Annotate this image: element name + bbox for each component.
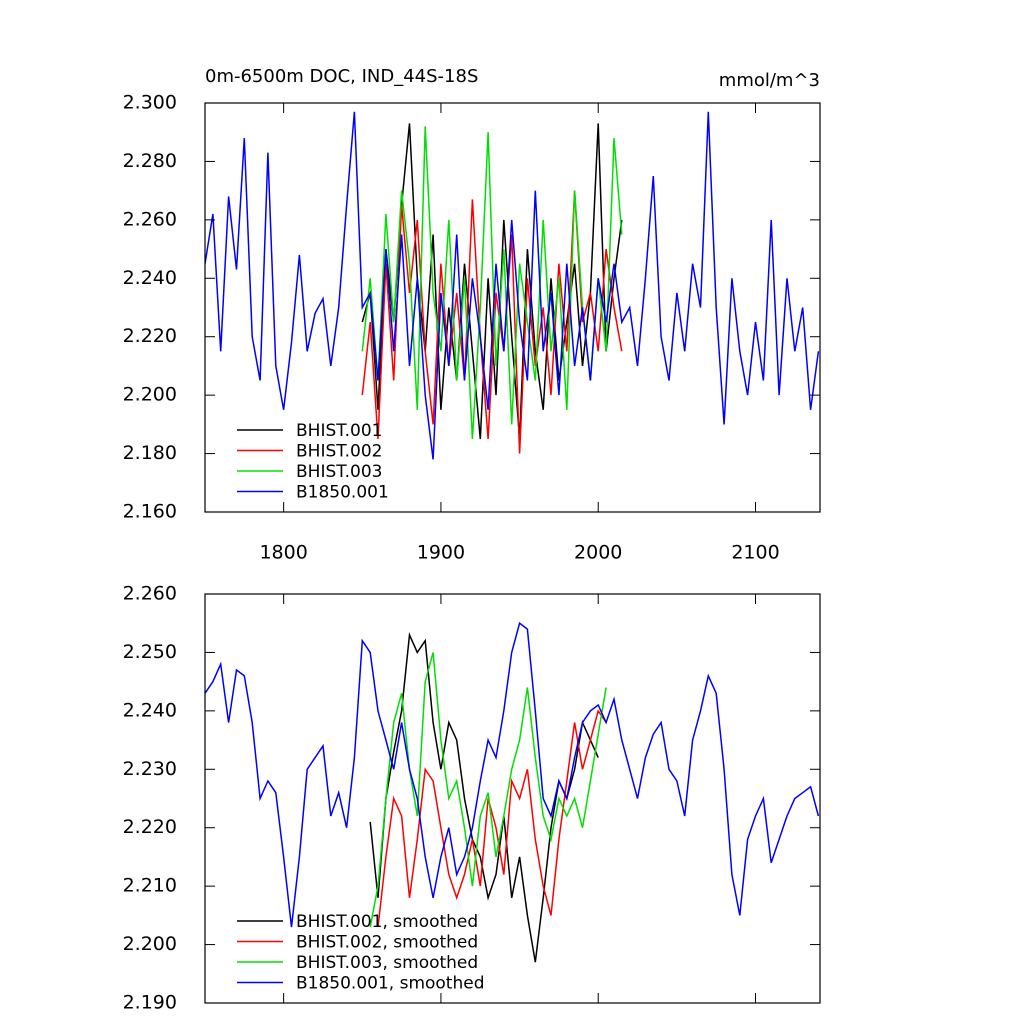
y-tick-label: 2.250 — [123, 641, 177, 663]
series-line — [369, 652, 607, 928]
plot-frame — [204, 593, 821, 1004]
units-label: mmol/m^3 — [719, 70, 820, 91]
legend-label: BHIST.002, smoothed — [296, 933, 478, 953]
series-line — [361, 123, 623, 440]
plot-frame — [204, 102, 821, 513]
x-tick-label: 2100 — [731, 542, 779, 564]
series-line — [205, 621, 820, 928]
series-line — [361, 126, 623, 440]
series-line — [377, 709, 607, 928]
y-tick-label: 2.200 — [123, 933, 177, 955]
legend-label: B1850.001, smoothed — [296, 974, 485, 994]
y-tick-label: 2.230 — [123, 758, 177, 780]
y-tick-label: 2.280 — [123, 150, 177, 172]
legend-label: BHIST.003 — [296, 462, 382, 482]
legend-label: BHIST.002 — [296, 442, 382, 462]
y-tick-label: 2.200 — [123, 384, 177, 406]
series-line — [205, 111, 820, 460]
y-tick-label: 2.300 — [123, 92, 177, 114]
chart-title: 0m-6500m DOC, IND_44S-18S — [205, 66, 478, 87]
legend-label: B1850.001 — [296, 483, 389, 503]
legend-label: BHIST.001 — [296, 421, 382, 441]
legend-label: BHIST.003, smoothed — [296, 953, 478, 973]
y-tick-label: 2.260 — [123, 583, 177, 605]
y-tick-label: 2.220 — [123, 816, 177, 838]
y-tick-label: 2.160 — [123, 501, 177, 523]
legend-label: BHIST.001, smoothed — [296, 912, 478, 932]
x-tick-label: 1900 — [417, 542, 465, 564]
y-tick-label: 2.210 — [123, 875, 177, 897]
x-tick-label: 1800 — [259, 542, 307, 564]
y-tick-label: 2.180 — [123, 442, 177, 464]
y-tick-label: 2.260 — [123, 208, 177, 230]
x-tick-label: 2000 — [574, 542, 622, 564]
y-tick-label: 2.240 — [123, 267, 177, 289]
y-tick-label: 2.190 — [123, 992, 177, 1014]
y-tick-label: 2.220 — [123, 325, 177, 347]
y-tick-label: 2.240 — [123, 699, 177, 721]
